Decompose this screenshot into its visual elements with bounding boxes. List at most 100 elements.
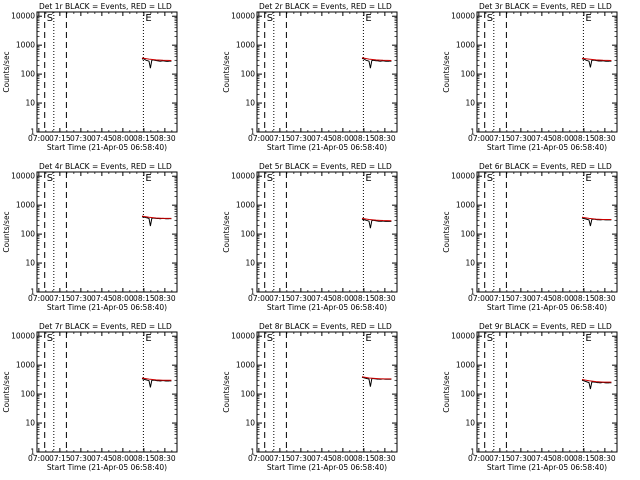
x-tick-label: 07:00 [248, 454, 270, 463]
y-tick-label: 1 [250, 448, 255, 457]
x-tick-label: 07:45 [311, 294, 333, 303]
y-tick-label: 10000 [11, 332, 35, 341]
lld-series-line [581, 216, 612, 220]
y-tick-label: 10 [25, 99, 35, 108]
end-marker-label: E [585, 173, 591, 184]
y-tick-label: 100 [241, 230, 256, 239]
x-tick-label: 07:15 [269, 294, 291, 303]
y-tick-label: 10000 [231, 332, 255, 341]
x-tick-label: 08:15 [573, 294, 595, 303]
x-tick-label: 08:15 [573, 134, 595, 143]
x-tick-label: 07:30 [510, 454, 532, 463]
events-series-line [581, 379, 612, 390]
panel-title: Det 8r BLACK = Events, RED = LLD [259, 322, 392, 331]
x-tick-label: 07:45 [311, 134, 333, 143]
x-axis-label: Start Time (21-Apr-05 06:58:40) [267, 143, 387, 152]
x-axis-label: Start Time (21-Apr-05 06:58:40) [267, 463, 387, 472]
detector-panel-2: Det 2r BLACK = Events, RED = LLD 1 10 100 10… [222, 2, 398, 152]
y-tick-label: 1 [30, 448, 35, 457]
events-series-line [141, 58, 172, 69]
panel-title: Det 2r BLACK = Events, RED = LLD [259, 2, 392, 11]
lld-series-line [141, 215, 172, 219]
plot-frame [36, 11, 178, 133]
end-marker-label: E [365, 173, 371, 184]
detector-panel-5: Det 5r BLACK = Events, RED = LLD 1 10 100 10… [222, 162, 398, 312]
panel-title: Det 3r BLACK = Events, RED = LLD [479, 2, 612, 11]
x-tick-label: 08:30 [374, 294, 396, 303]
y-tick-label: 10 [245, 259, 255, 268]
y-tick-label: 10000 [11, 172, 35, 181]
x-tick-label: 07:15 [489, 454, 511, 463]
lld-series-line [581, 57, 612, 61]
x-tick-label: 08:00 [552, 294, 574, 303]
x-tick-label: 08:00 [112, 454, 134, 463]
y-tick-label: 10000 [451, 172, 475, 181]
lld-series-line [361, 57, 392, 61]
plot-frame [36, 171, 178, 293]
start-marker-label: S [47, 173, 53, 184]
x-tick-label: 08:00 [332, 294, 354, 303]
y-tick-label: 1000 [456, 41, 475, 50]
y-tick-label: 10 [245, 99, 255, 108]
detector-panel-6: Det 6r BLACK = Events, RED = LLD 1 10 100 10… [442, 162, 618, 312]
panel-title: Det 7r BLACK = Events, RED = LLD [39, 322, 172, 331]
y-tick-label: 1 [470, 448, 475, 457]
x-tick-label: 07:00 [248, 134, 270, 143]
y-tick-label: 10000 [451, 332, 475, 341]
plot-frame [36, 331, 178, 453]
detector-panel-9: Det 9r BLACK = Events, RED = LLD 1 10 100 10… [442, 322, 618, 472]
x-tick-label: 07:30 [290, 294, 312, 303]
x-tick-label: 08:15 [573, 454, 595, 463]
end-marker-label: E [365, 13, 371, 24]
lld-series-line [361, 217, 392, 222]
y-tick-label: 10000 [231, 12, 255, 21]
x-tick-label: 07:45 [531, 294, 553, 303]
y-tick-label: 1 [470, 288, 475, 297]
x-tick-label: 08:00 [332, 134, 354, 143]
y-tick-label: 1 [250, 128, 255, 137]
x-tick-label: 07:15 [489, 294, 511, 303]
panel-title: Det 4r BLACK = Events, RED = LLD [39, 162, 172, 171]
x-tick-label: 08:30 [154, 134, 176, 143]
y-tick-label: 100 [241, 70, 256, 79]
x-tick-label: 08:15 [133, 294, 155, 303]
panel-title: Det 5r BLACK = Events, RED = LLD [259, 162, 392, 171]
x-axis-label: Start Time (21-Apr-05 06:58:40) [487, 303, 607, 312]
y-tick-label: 1000 [236, 201, 255, 210]
plot-frame [256, 171, 398, 293]
x-tick-label: 07:30 [510, 294, 532, 303]
end-marker-label: E [145, 333, 151, 344]
end-marker-label: E [365, 333, 371, 344]
x-tick-label: 07:30 [290, 454, 312, 463]
x-tick-label: 07:45 [91, 134, 113, 143]
y-tick-label: 100 [461, 70, 476, 79]
x-tick-label: 08:30 [374, 134, 396, 143]
y-tick-label: 1000 [16, 361, 35, 370]
x-tick-label: 07:00 [468, 294, 490, 303]
y-axis-label: Counts/sec [222, 371, 231, 412]
x-axis-label: Start Time (21-Apr-05 06:58:40) [487, 463, 607, 472]
y-tick-label: 1000 [456, 361, 475, 370]
panel-title: Det 1r BLACK = Events, RED = LLD [39, 2, 172, 11]
x-tick-label: 07:15 [49, 134, 71, 143]
x-tick-label: 08:30 [594, 134, 616, 143]
x-tick-label: 08:00 [552, 134, 574, 143]
start-marker-label: S [267, 173, 273, 184]
y-tick-label: 10 [465, 259, 475, 268]
start-marker-label: S [487, 173, 493, 184]
end-marker-label: E [585, 333, 591, 344]
x-tick-label: 07:00 [248, 294, 270, 303]
x-tick-label: 07:15 [49, 294, 71, 303]
start-marker-label: S [267, 13, 273, 24]
events-series-line [361, 218, 392, 229]
end-marker-label: E [145, 173, 151, 184]
x-tick-label: 07:00 [468, 454, 490, 463]
x-tick-label: 07:15 [489, 134, 511, 143]
x-tick-label: 07:15 [269, 134, 291, 143]
y-axis-label: Counts/sec [442, 211, 451, 252]
y-tick-label: 1 [30, 128, 35, 137]
x-tick-label: 08:30 [154, 454, 176, 463]
x-tick-label: 07:00 [28, 134, 50, 143]
plot-frame [476, 331, 618, 453]
end-marker-label: E [145, 13, 151, 24]
